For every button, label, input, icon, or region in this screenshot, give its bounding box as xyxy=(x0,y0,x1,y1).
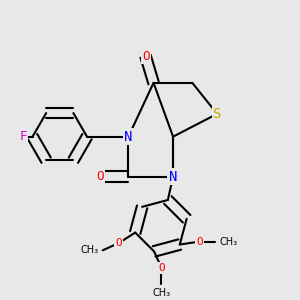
Text: CH₃: CH₃ xyxy=(220,237,238,247)
Text: O: O xyxy=(116,238,122,248)
Text: S: S xyxy=(213,107,221,121)
Text: F: F xyxy=(19,130,27,143)
Text: N: N xyxy=(169,169,177,184)
Text: O: O xyxy=(96,170,103,183)
Text: O: O xyxy=(196,237,203,247)
Text: CH₃: CH₃ xyxy=(152,288,170,298)
Text: O: O xyxy=(142,50,149,63)
Text: O: O xyxy=(158,263,165,273)
Text: N: N xyxy=(124,130,133,144)
Text: CH₃: CH₃ xyxy=(80,245,98,255)
